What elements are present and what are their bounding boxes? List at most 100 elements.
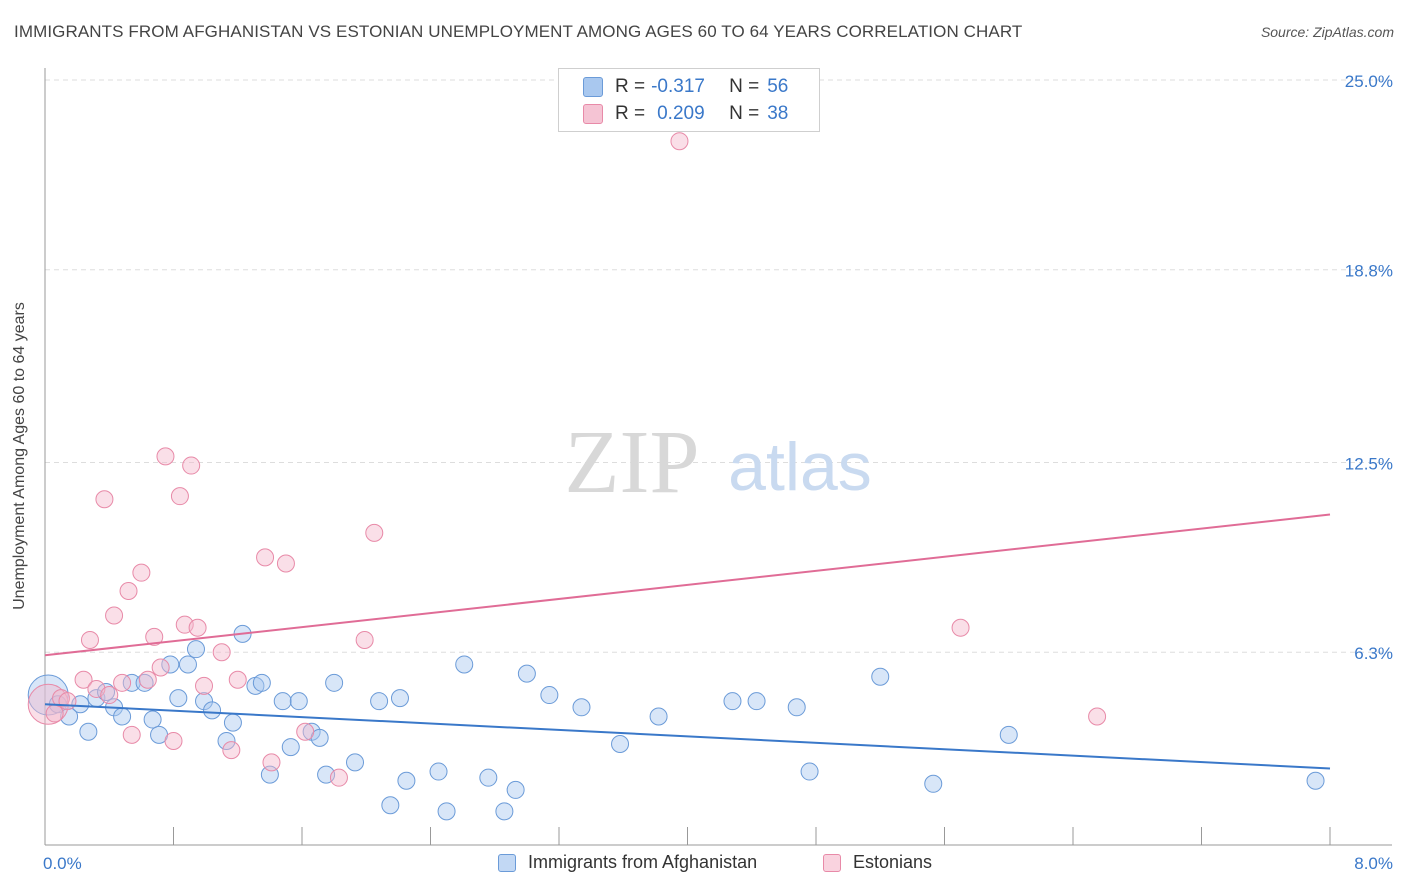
afghanistan-point [346, 753, 365, 772]
afghanistan-point [113, 707, 132, 726]
watermark-atlas: atlas [728, 429, 872, 505]
y-tick-label: 18.8% [1345, 262, 1393, 281]
afghanistan-point [169, 689, 188, 708]
estonians-point [262, 753, 281, 772]
afghanistan-point [178, 655, 197, 674]
estonians-point [170, 487, 189, 506]
legend-swatch-afghanistan [498, 853, 516, 872]
estonians-point [256, 548, 275, 567]
afghanistan-point [203, 701, 222, 720]
afghanistan-point [495, 802, 514, 821]
estonians-point [188, 618, 207, 637]
estonians-point [145, 627, 164, 646]
correlation-legend: R = -0.317 N = 56 R = 0.209 N = 38 [558, 68, 820, 132]
afghanistan-point [479, 768, 498, 787]
afghanistan-point [281, 738, 300, 757]
afghanistan-point [924, 774, 943, 793]
x-tick-label-min: 0.0% [43, 854, 82, 873]
x-tick-labels: 0.0% 8.0% [43, 854, 1393, 873]
afghanistan-point [135, 673, 154, 692]
afghanistan-point [723, 692, 742, 711]
estonians-point [132, 563, 151, 582]
estonians-point [276, 554, 295, 573]
trend-lines [44, 513, 1331, 770]
watermark-zip: ZIP [565, 413, 700, 512]
estonians-point [329, 768, 348, 787]
afghanistan-point [397, 771, 416, 790]
estonians-point [670, 132, 689, 151]
afghanistan-point [289, 692, 308, 711]
afghanistan-point [517, 664, 536, 683]
source-credit: Source: ZipAtlas.com [1260, 24, 1394, 40]
y-tick-labels: 6.3% 12.5% 18.8% 25.0% [1345, 72, 1393, 663]
estonians-point [164, 731, 183, 750]
data-points [27, 132, 1325, 821]
watermark: ZIP atlas [565, 413, 872, 512]
estonians-point [222, 741, 241, 760]
estonians-trend-line [44, 513, 1331, 657]
estonians-point [1088, 707, 1107, 726]
afghanistan-point [79, 722, 98, 741]
afghanistan-point [747, 692, 766, 711]
afghanistan-point [273, 692, 292, 711]
estonians-point [156, 447, 175, 466]
y-tick-label: 6.3% [1354, 644, 1393, 663]
legend-label-estonians: Estonians [853, 852, 933, 872]
afghanistan-point [800, 762, 819, 781]
estonians-point [105, 606, 124, 625]
axes [44, 68, 1392, 846]
estonians-point [74, 670, 93, 689]
legend-row-estonians: R = 0.209 N = 38 [583, 102, 788, 126]
afghanistan-point [186, 640, 205, 659]
estonians-point [113, 673, 132, 692]
estonians-point [58, 692, 77, 711]
estonians-point [195, 676, 214, 695]
legend-n-value-afghanistan: 56 [767, 76, 789, 97]
legend-swatch-estonians [823, 853, 841, 872]
estonians-point [45, 704, 64, 723]
afghanistan-point [143, 710, 162, 729]
legend-swatch-pink [583, 104, 603, 124]
afghanistan-point [1306, 771, 1325, 790]
afghanistan-trend-line [44, 703, 1331, 770]
estonians-point [228, 670, 247, 689]
estonians-point [151, 658, 170, 677]
afghanistan-point [252, 673, 271, 692]
chart-title: IMMIGRANTS FROM AFGHANISTAN VS ESTONIAN … [14, 22, 1023, 41]
afghanistan-point [370, 692, 389, 711]
afghanistan-point [871, 667, 890, 686]
legend-n-label: N = [729, 103, 760, 124]
estonians-point [95, 490, 114, 509]
estonians-point [122, 725, 141, 744]
estonians-point [100, 686, 119, 705]
estonians-point [138, 670, 157, 689]
y-tick-label: 25.0% [1345, 72, 1393, 91]
afghanistan-point [161, 655, 180, 674]
afghanistan-point [787, 698, 806, 717]
estonians-point [355, 630, 374, 649]
legend-item-afghanistan[interactable]: Immigrants from Afghanistan [498, 852, 757, 873]
afghanistan-point [649, 707, 668, 726]
estonians-point [119, 582, 138, 601]
afghanistan-point [572, 698, 591, 717]
estonians-point [182, 456, 201, 475]
afghanistan-point [390, 689, 409, 708]
y-axis-label: Unemployment Among Ages 60 to 64 years [11, 302, 28, 610]
afghanistan-point [455, 655, 474, 674]
legend-item-estonians[interactable]: Estonians [823, 852, 932, 873]
legend-n-label: N = [729, 76, 760, 97]
afghanistan-point [999, 725, 1018, 744]
estonians-point [951, 618, 970, 637]
grid-lines [45, 79, 1392, 653]
estonians-point [212, 643, 231, 662]
afghanistan-point [223, 713, 242, 732]
legend-r-value-afghanistan: -0.317 [651, 76, 705, 97]
legend-r-label: R = [615, 76, 646, 97]
afghanistan-point [325, 673, 344, 692]
estonians-point [80, 630, 99, 649]
x-tick-label-max: 8.0% [1354, 854, 1393, 873]
legend-label-afghanistan: Immigrants from Afghanistan [528, 852, 758, 872]
afghanistan-point [429, 762, 448, 781]
estonians-point [365, 523, 384, 542]
